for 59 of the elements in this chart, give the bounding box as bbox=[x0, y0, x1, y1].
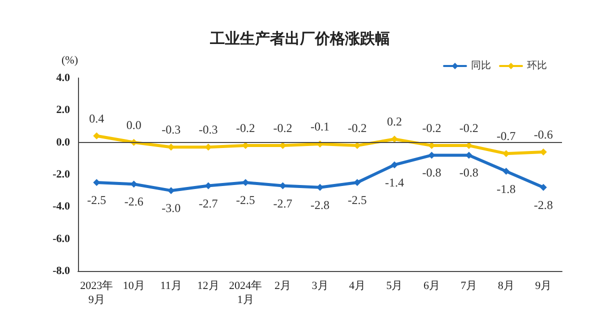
point bbox=[316, 184, 324, 191]
point bbox=[390, 161, 398, 168]
data-label: -1.4 bbox=[384, 175, 404, 190]
x-tick-label: 3月 bbox=[312, 280, 328, 292]
y-tick-label: -2.0 bbox=[52, 168, 70, 180]
y-axis-title: (%) bbox=[62, 54, 78, 66]
y-tick-label: 2.0 bbox=[56, 104, 70, 116]
data-label: -1.8 bbox=[496, 182, 516, 196]
data-label: -0.8 bbox=[459, 166, 478, 180]
data-label: 0.2 bbox=[386, 114, 402, 129]
data-label: -2.5 bbox=[348, 193, 367, 208]
data-label: -0.8 bbox=[422, 166, 442, 180]
x-tick-label: 2月 bbox=[274, 280, 292, 292]
y-tick-label: -8.0 bbox=[52, 265, 70, 277]
point bbox=[502, 168, 510, 175]
y-tick-label: -4.0 bbox=[52, 200, 70, 213]
legend-label: 同比 bbox=[471, 60, 491, 72]
data-label: -2.8 bbox=[310, 198, 330, 212]
point bbox=[168, 187, 175, 194]
data-label: -0.3 bbox=[162, 122, 181, 137]
point bbox=[390, 136, 398, 143]
point bbox=[354, 179, 361, 186]
data-label: 0.0 bbox=[126, 118, 142, 132]
data-label: -2.7 bbox=[273, 196, 292, 210]
chart-title: 工业生产者出厂价格涨跌幅 bbox=[209, 30, 390, 48]
x-tick-label: 9月 bbox=[535, 280, 552, 292]
data-label: -0.2 bbox=[273, 121, 292, 136]
data-label: -0.3 bbox=[198, 122, 218, 137]
x-tick-label: 2023年 9月 bbox=[80, 280, 114, 306]
data-label: -2.6 bbox=[124, 194, 144, 209]
x-tick-label: 7月 bbox=[460, 280, 478, 292]
data-label: 0.4 bbox=[89, 111, 104, 126]
x-tick-label: 10月 bbox=[122, 280, 145, 292]
y-tick-label: -6.0 bbox=[52, 232, 70, 245]
data-label: -2.5 bbox=[236, 193, 256, 208]
data-label: -0.2 bbox=[459, 121, 478, 136]
legend-label: 环比 bbox=[527, 60, 547, 72]
data-label: -2.8 bbox=[534, 198, 553, 212]
data-label: -0.1 bbox=[310, 119, 330, 134]
y-tick-label: 4.0 bbox=[56, 72, 70, 84]
x-tick-label: 11月 bbox=[160, 280, 182, 292]
point bbox=[354, 142, 361, 150]
x-tick-label: 5月 bbox=[386, 280, 403, 292]
data-label: -2.5 bbox=[87, 193, 106, 208]
data-label: -0.2 bbox=[348, 121, 367, 136]
x-tick-label: 4月 bbox=[348, 280, 366, 292]
data-label: -0.7 bbox=[496, 129, 516, 144]
data-label: -0.2 bbox=[422, 121, 442, 136]
data-label: -0.2 bbox=[236, 121, 256, 136]
point bbox=[540, 184, 547, 191]
x-tick-label: 6月 bbox=[423, 280, 440, 292]
data-label: -0.6 bbox=[534, 127, 553, 142]
x-tick-label: 8月 bbox=[498, 280, 514, 292]
x-tick-label: 2024年 1月 bbox=[229, 280, 262, 306]
x-tick-label: 12月 bbox=[197, 280, 220, 292]
data-label: -2.7 bbox=[198, 196, 218, 210]
y-tick-label: 0.0 bbox=[56, 136, 70, 148]
data-label: -3.0 bbox=[162, 201, 181, 216]
point bbox=[93, 132, 100, 140]
